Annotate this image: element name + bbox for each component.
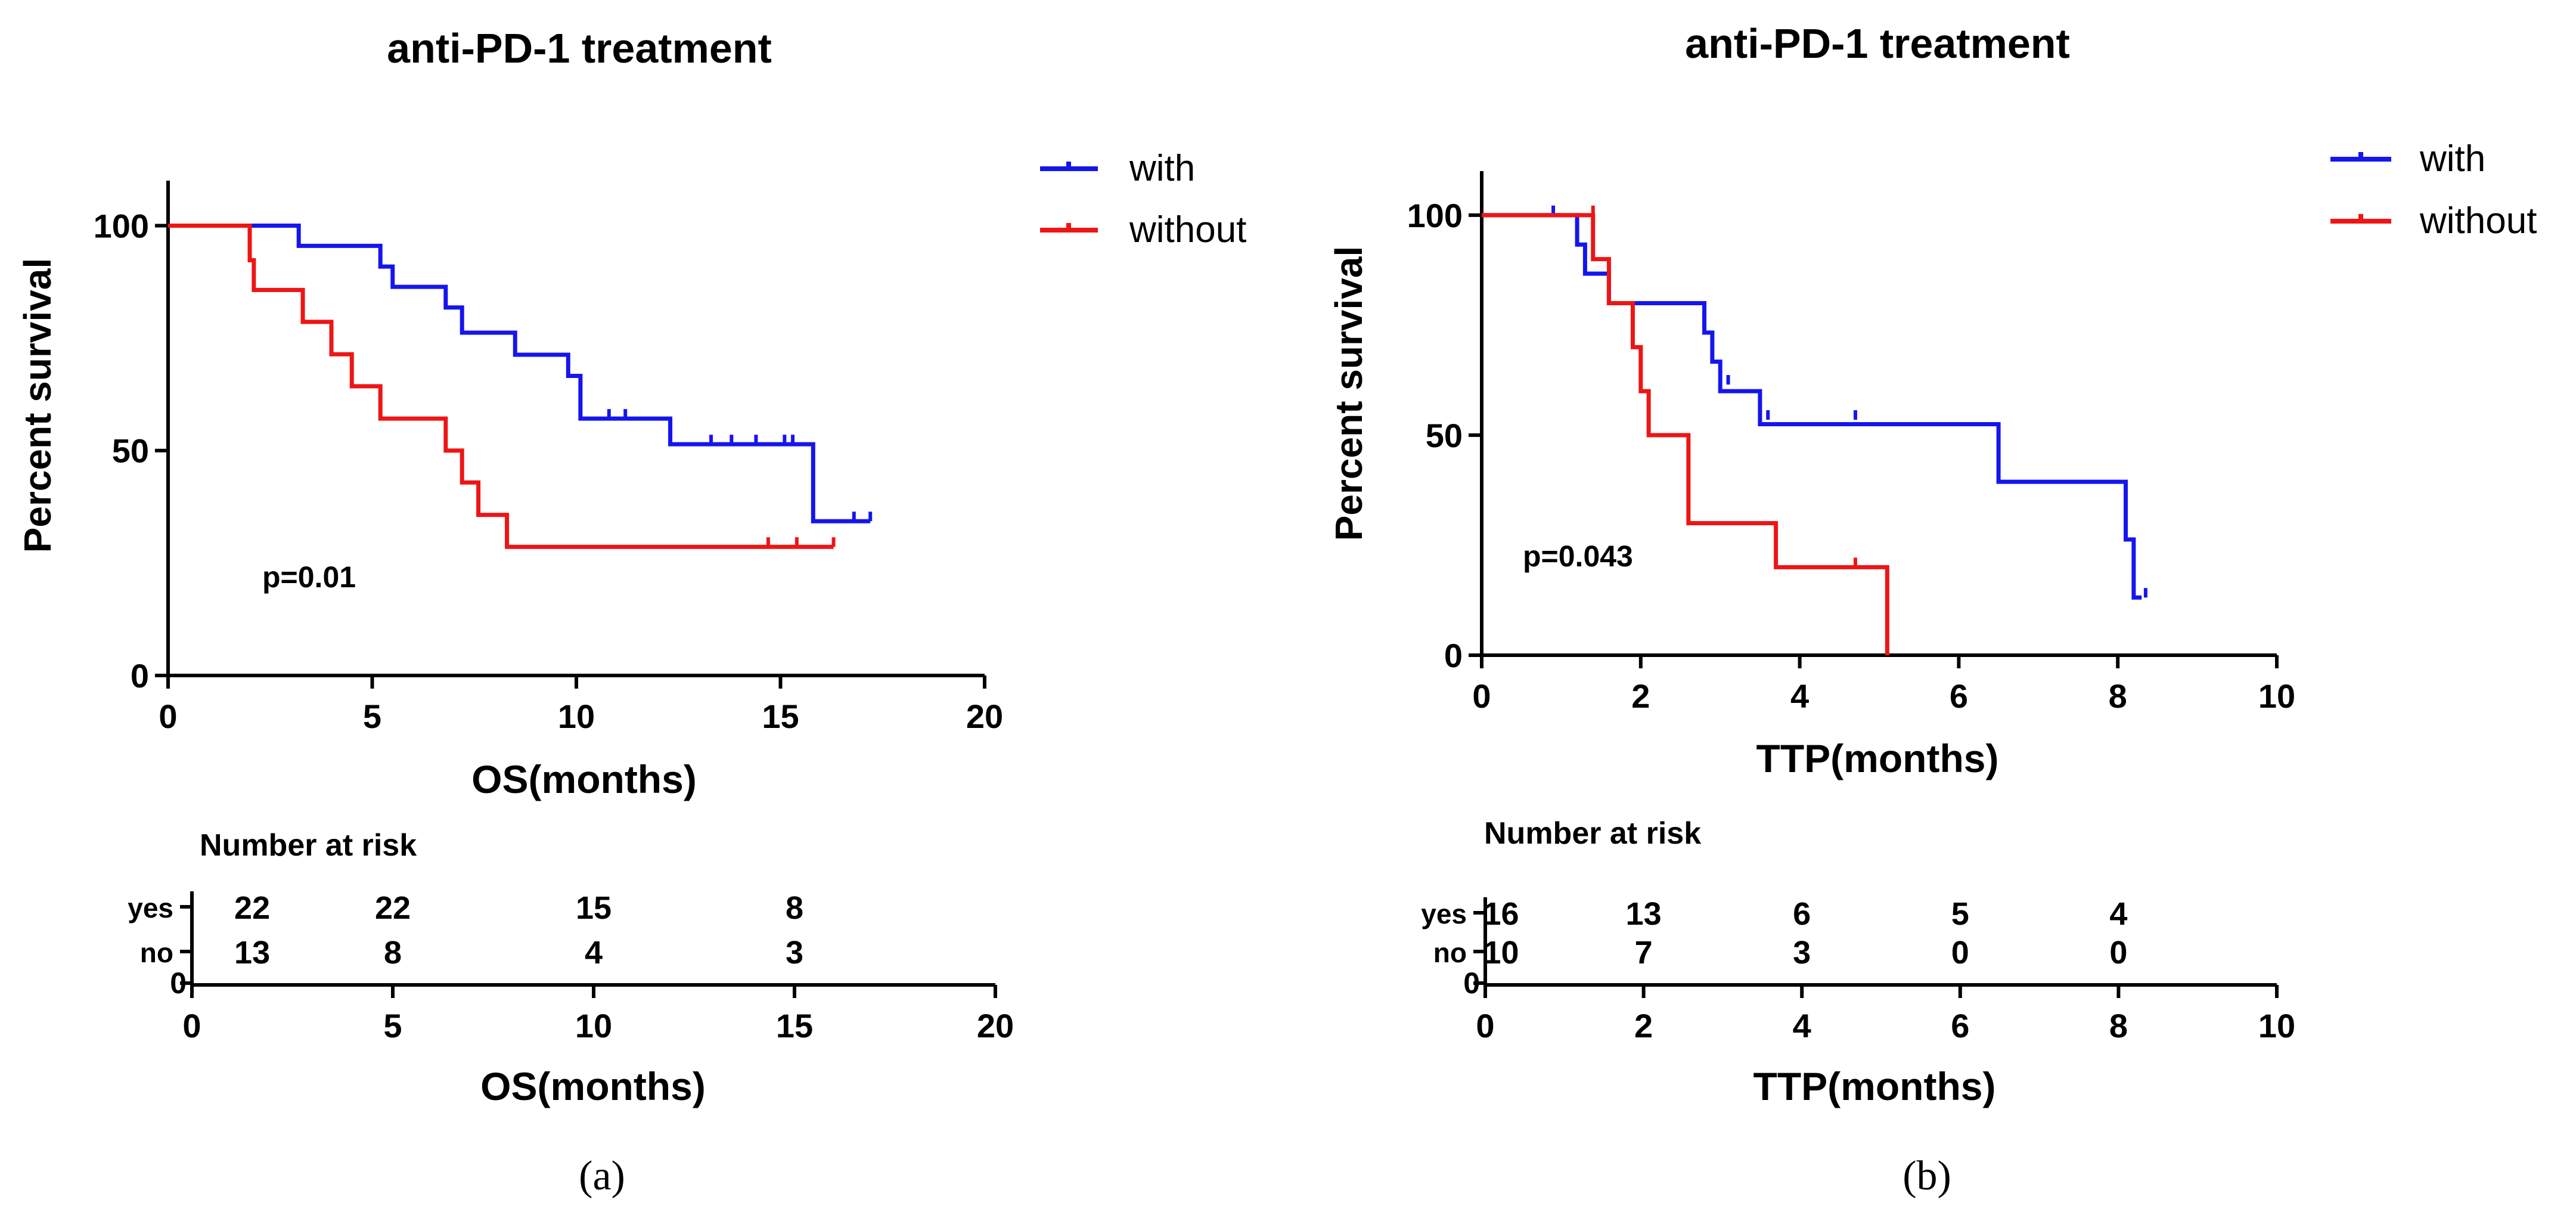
risk-count: 8 xyxy=(384,935,402,971)
risk-count: 5 xyxy=(1951,896,1969,932)
risk-x-tick-label: 15 xyxy=(776,1007,813,1045)
y-axis-label: Percent survival xyxy=(1327,246,1370,541)
y-tick-label: 100 xyxy=(1407,197,1463,234)
risk-count: 7 xyxy=(1635,935,1653,971)
risk-row-label-yes: yes xyxy=(128,892,173,924)
x-axis-label: OS(months) xyxy=(471,757,697,801)
panel-b: anti-PD-1 treatment Percent survival TTP… xyxy=(1327,20,2537,1199)
risk-x-tick-label: 2 xyxy=(1634,1007,1653,1045)
risk-row-label-yes: yes xyxy=(1421,898,1467,929)
risk-row-label-no: no xyxy=(1433,937,1467,968)
risk-x-tick-label: 0 xyxy=(1476,1007,1494,1045)
x-axis-label: TTP(months) xyxy=(1756,736,1999,780)
risk-count: 22 xyxy=(375,890,411,926)
risk-count: 3 xyxy=(1793,935,1811,971)
risk-count: 3 xyxy=(786,935,803,971)
figure-label: (b) xyxy=(1902,1153,1951,1199)
chart-title: anti-PD-1 treatment xyxy=(387,25,772,72)
risk-count: 10 xyxy=(1483,935,1519,971)
legend: with without xyxy=(1040,148,1246,250)
risk-count: 0 xyxy=(1951,935,1969,971)
legend: with without xyxy=(2330,138,2537,241)
y-tick-label: 100 xyxy=(94,207,149,244)
risk-x-tick-label: 5 xyxy=(383,1007,402,1045)
risk-count: 8 xyxy=(786,890,803,926)
series-with-curve xyxy=(168,223,871,523)
risk-y-tick-label: 0 xyxy=(1463,966,1480,1000)
x-tick-label: 4 xyxy=(1790,677,1809,715)
legend-without-label: without xyxy=(2419,200,2537,241)
risk-x-tick-label: 8 xyxy=(2109,1007,2128,1045)
y-tick-label: 0 xyxy=(131,657,149,695)
x-tick-label: 2 xyxy=(1631,677,1650,715)
risk-count: 4 xyxy=(585,935,603,971)
x-tick-label: 5 xyxy=(363,698,381,735)
risk-x-tick-label: 6 xyxy=(1951,1007,1969,1045)
p-value-annotation: p=0.043 xyxy=(1523,540,1633,573)
risk-table-title: Number at risk xyxy=(1484,816,1701,851)
risk-count: 22 xyxy=(234,890,270,926)
x-tick-label: 20 xyxy=(966,698,1003,735)
risk-count: 13 xyxy=(234,935,270,971)
risk-count: 4 xyxy=(2109,896,2127,932)
risk-x-tick-label: 10 xyxy=(575,1007,612,1045)
risk-x-tick-label: 20 xyxy=(977,1007,1014,1045)
risk-count: 13 xyxy=(1626,896,1662,932)
risk-count: 15 xyxy=(576,890,612,926)
legend-with-label: with xyxy=(1129,148,1195,189)
legend-without-label: without xyxy=(1129,209,1246,250)
risk-table-x-label: OS(months) xyxy=(480,1064,706,1108)
risk-table-title: Number at risk xyxy=(200,828,417,863)
panel-a: anti-PD-1 treatment Percent survival OS(… xyxy=(16,25,1246,1199)
y-tick-label: 50 xyxy=(1426,417,1463,454)
risk-table-x-label: TTP(months) xyxy=(1753,1064,1996,1108)
y-tick-label: 50 xyxy=(112,432,149,470)
risk-count: 6 xyxy=(1793,896,1811,932)
x-tick-label: 15 xyxy=(762,698,799,735)
figure-label: (a) xyxy=(579,1153,625,1199)
x-tick-label: 10 xyxy=(2258,677,2295,715)
chart-title: anti-PD-1 treatment xyxy=(1685,20,2070,67)
y-tick-label: 0 xyxy=(1444,637,1463,674)
series-without-curve xyxy=(168,223,834,549)
risk-count: 16 xyxy=(1483,896,1519,932)
y-axis-label: Percent survival xyxy=(16,258,59,553)
x-tick-label: 6 xyxy=(1950,677,1968,715)
risk-count: 0 xyxy=(2109,935,2127,971)
risk-x-tick-label: 4 xyxy=(1793,1007,1811,1045)
risk-x-tick-label: 0 xyxy=(182,1007,201,1045)
x-tick-label: 10 xyxy=(558,698,595,735)
risk-row-label-no: no xyxy=(140,937,173,968)
p-value-annotation: p=0.01 xyxy=(262,560,356,594)
legend-with-label: with xyxy=(2419,138,2485,179)
series-with-curve xyxy=(1482,213,2142,600)
x-tick-label: 8 xyxy=(2109,677,2127,715)
series-without-curve xyxy=(1482,213,1889,655)
x-tick-label: 0 xyxy=(159,698,177,735)
risk-x-tick-label: 10 xyxy=(2258,1007,2295,1045)
x-tick-label: 0 xyxy=(1472,677,1491,715)
risk-y-tick-label: 0 xyxy=(170,966,187,1000)
